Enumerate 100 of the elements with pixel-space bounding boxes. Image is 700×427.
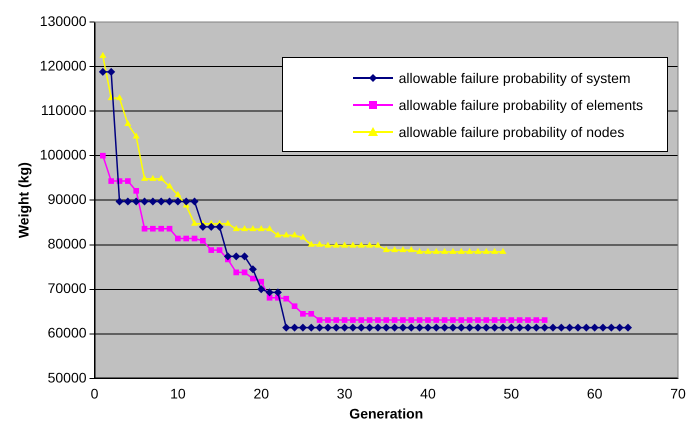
point bbox=[466, 317, 472, 323]
point bbox=[99, 52, 106, 58]
point bbox=[491, 248, 498, 254]
x-axis-title: Generation bbox=[349, 405, 424, 422]
point bbox=[366, 242, 374, 248]
point bbox=[366, 317, 372, 323]
point bbox=[258, 225, 265, 232]
point bbox=[399, 246, 406, 252]
point bbox=[174, 190, 182, 197]
point bbox=[408, 317, 414, 323]
point bbox=[132, 132, 140, 138]
point bbox=[308, 240, 315, 247]
point bbox=[332, 242, 340, 248]
point bbox=[350, 317, 356, 323]
point bbox=[416, 317, 422, 323]
point bbox=[374, 242, 382, 248]
point bbox=[533, 317, 540, 323]
y-tick-label: 80000 bbox=[48, 236, 87, 252]
point bbox=[424, 248, 432, 254]
point bbox=[250, 276, 256, 282]
point bbox=[300, 310, 306, 317]
x-tick-label: 30 bbox=[336, 386, 353, 402]
point bbox=[349, 242, 356, 248]
point bbox=[142, 226, 148, 232]
point bbox=[500, 317, 506, 323]
point bbox=[383, 317, 390, 323]
point bbox=[358, 317, 364, 323]
point bbox=[400, 317, 406, 323]
point bbox=[425, 317, 431, 323]
point bbox=[158, 174, 165, 181]
point bbox=[249, 225, 256, 232]
point bbox=[266, 294, 272, 301]
point bbox=[325, 317, 331, 323]
point bbox=[141, 174, 148, 181]
point bbox=[242, 270, 248, 276]
point bbox=[241, 225, 248, 232]
point bbox=[433, 317, 440, 323]
point bbox=[342, 317, 348, 323]
point bbox=[392, 317, 398, 323]
point bbox=[191, 220, 198, 226]
point bbox=[316, 317, 322, 323]
point bbox=[208, 247, 214, 253]
y-tick-label: 100000 bbox=[40, 146, 87, 163]
point bbox=[449, 248, 456, 254]
point bbox=[291, 231, 298, 238]
point bbox=[542, 317, 548, 323]
point bbox=[508, 317, 514, 323]
x-tick-label: 20 bbox=[253, 386, 270, 402]
point bbox=[100, 152, 106, 158]
point bbox=[125, 178, 131, 184]
point bbox=[492, 317, 498, 323]
point bbox=[316, 240, 324, 247]
point bbox=[158, 226, 164, 232]
point bbox=[200, 238, 206, 244]
point bbox=[232, 225, 240, 232]
point bbox=[266, 225, 274, 232]
point bbox=[108, 178, 114, 184]
x-tick-label: 40 bbox=[420, 386, 436, 402]
point bbox=[149, 174, 156, 181]
point bbox=[416, 248, 424, 254]
point bbox=[166, 226, 172, 232]
point bbox=[516, 317, 522, 323]
point bbox=[333, 317, 340, 323]
point bbox=[466, 248, 474, 254]
y-tick-label: 60000 bbox=[48, 324, 87, 341]
point bbox=[233, 270, 240, 276]
point bbox=[458, 248, 465, 254]
point bbox=[341, 242, 348, 248]
point bbox=[216, 247, 222, 253]
legend-label: allowable failure probability of nodes bbox=[398, 124, 624, 140]
point bbox=[483, 317, 490, 323]
point bbox=[475, 317, 481, 323]
y-tick-label: 110000 bbox=[40, 102, 87, 118]
point bbox=[450, 317, 456, 323]
y-tick-label: 90000 bbox=[48, 191, 87, 208]
point bbox=[283, 296, 290, 302]
point bbox=[183, 236, 190, 242]
point bbox=[474, 248, 482, 254]
point bbox=[150, 226, 156, 232]
point bbox=[442, 317, 448, 323]
point bbox=[358, 242, 365, 248]
x-tick-label: 0 bbox=[90, 386, 99, 402]
point bbox=[499, 248, 506, 254]
y-tick-label: 130000 bbox=[40, 12, 87, 29]
point bbox=[441, 248, 448, 254]
x-tick-label: 70 bbox=[670, 386, 686, 402]
point bbox=[432, 248, 440, 254]
point bbox=[192, 236, 198, 242]
point bbox=[408, 246, 415, 252]
x-tick-label: 60 bbox=[586, 386, 603, 402]
y-axis-title: Weight (kg) bbox=[15, 162, 32, 238]
point bbox=[133, 188, 140, 194]
point bbox=[292, 303, 298, 310]
point bbox=[274, 231, 282, 238]
point bbox=[324, 242, 332, 248]
legend-label: allowable failure probability of elements bbox=[398, 96, 643, 112]
y-tick-label: 50000 bbox=[48, 369, 87, 386]
point bbox=[458, 317, 464, 323]
y-tick-label: 120000 bbox=[40, 57, 87, 74]
point bbox=[299, 234, 306, 240]
